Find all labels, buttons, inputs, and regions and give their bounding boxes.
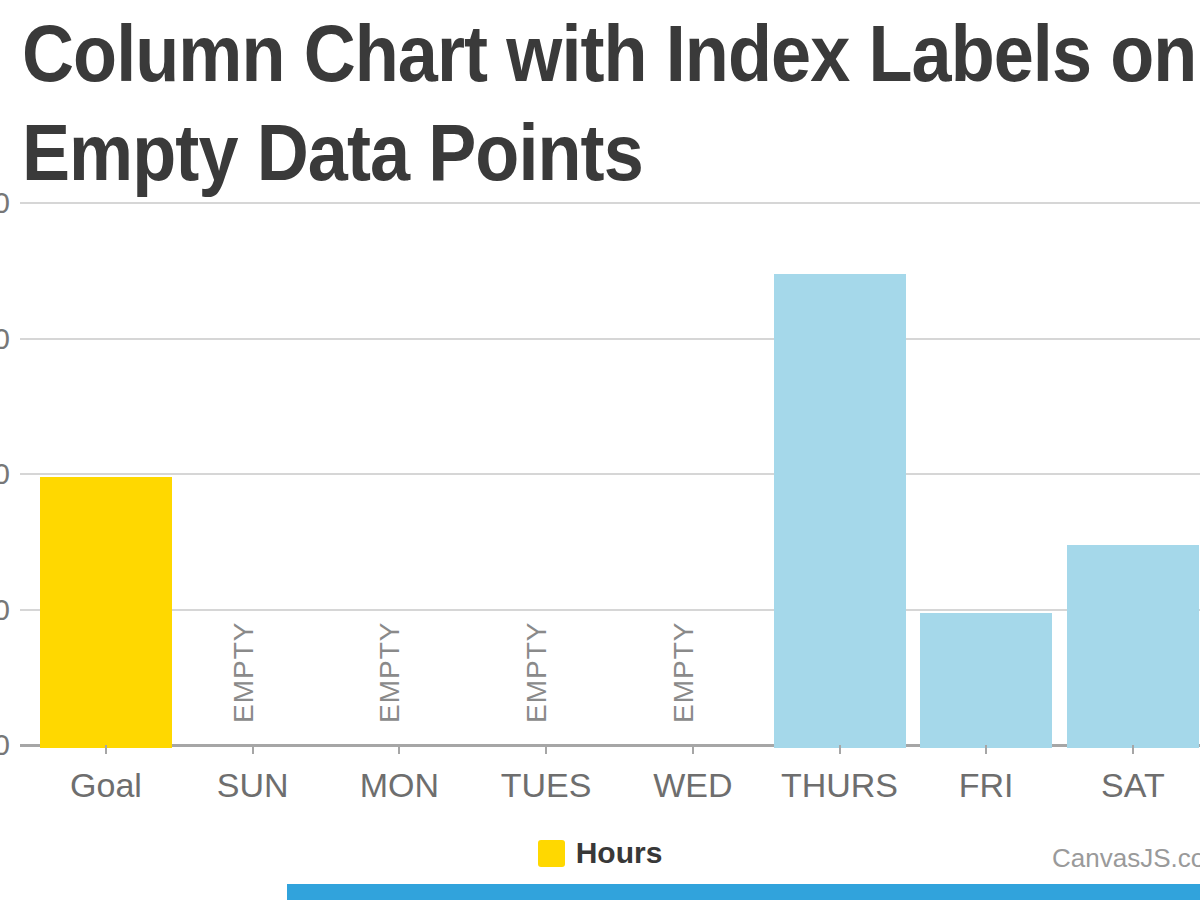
x-label-sun: SUN [173, 766, 333, 805]
x-label-goal: Goal [26, 766, 186, 805]
y-gridline [20, 202, 1200, 204]
y-gridline [20, 473, 1200, 475]
x-axis-tick [398, 745, 400, 754]
y-axis-label: 10 [0, 590, 10, 630]
canvasjs-credit-link[interactable]: CanvasJS.com [1052, 843, 1200, 874]
y-gridline [20, 338, 1200, 340]
bar-goal[interactable] [40, 477, 172, 748]
y-axis-label: 0 [0, 725, 10, 765]
empty-label-sun: EMPTY [230, 622, 258, 723]
x-label-thurs: THURS [760, 766, 920, 805]
bar-thurs[interactable] [774, 274, 906, 748]
bar-fri[interactable] [920, 613, 1052, 749]
x-axis-tick [692, 745, 694, 754]
plot-area: 0 10 20 30 40 Goal EMPTY SUN EMPTY MON EMPTY TUES EM… [0, 0, 1200, 900]
x-label-sat: SAT [1053, 766, 1200, 805]
y-axis-label: 40 [0, 183, 10, 223]
x-label-mon: MON [319, 766, 479, 805]
x-label-tues: TUES [466, 766, 626, 805]
x-axis-tick [985, 745, 987, 754]
x-axis-tick [839, 745, 841, 754]
x-axis-tick [105, 745, 107, 754]
y-axis-label: 20 [0, 454, 10, 494]
empty-label-mon: EMPTY [376, 622, 404, 723]
x-axis-tick [252, 745, 254, 754]
y-axis-label: 30 [0, 319, 10, 359]
bar-sat[interactable] [1067, 545, 1199, 748]
x-axis-tick [545, 745, 547, 754]
y-gridline [20, 609, 1200, 611]
x-axis-tick [1132, 745, 1134, 754]
empty-label-tues: EMPTY [523, 622, 551, 723]
bottom-blue-strip [287, 884, 1200, 900]
legend-marker-hours[interactable] [538, 840, 565, 867]
empty-label-wed: EMPTY [670, 622, 698, 723]
legend[interactable]: Hours [0, 836, 1200, 870]
x-label-fri: FRI [906, 766, 1066, 805]
x-label-wed: WED [613, 766, 773, 805]
legend-label: Hours [576, 836, 663, 870]
